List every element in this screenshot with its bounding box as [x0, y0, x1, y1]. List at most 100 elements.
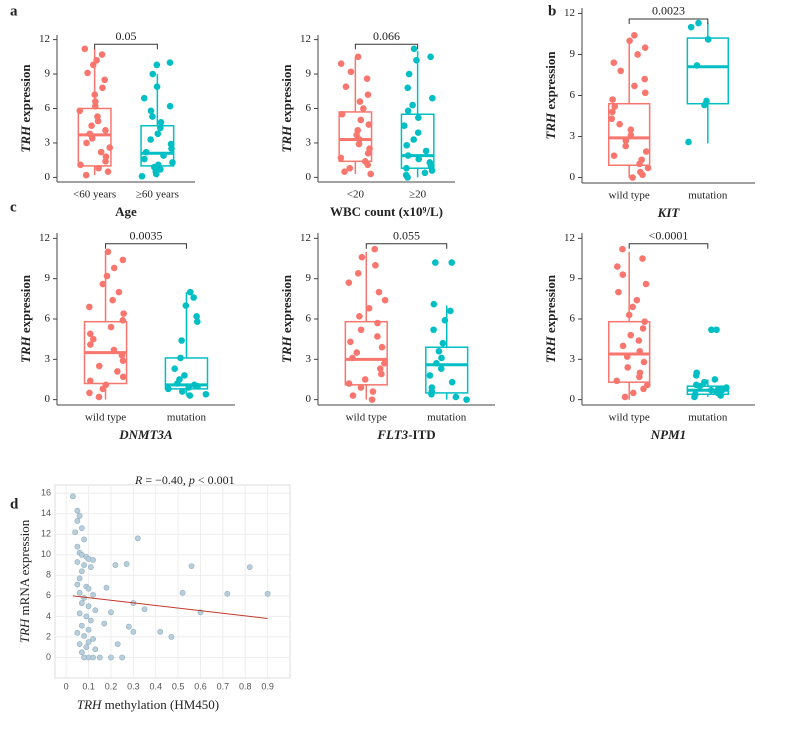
data-point — [378, 343, 386, 351]
x-tick-label: mutation — [167, 412, 207, 424]
data-point — [354, 270, 362, 277]
data-point — [365, 121, 373, 128]
data-point — [92, 607, 99, 614]
y-tick-label: 3 — [45, 353, 51, 365]
data-point — [708, 326, 715, 334]
data-point — [112, 562, 119, 568]
data-point — [439, 339, 447, 347]
data-point — [87, 617, 94, 624]
data-point — [627, 131, 635, 139]
p-value: 0.05 — [116, 29, 137, 43]
data-point — [713, 326, 720, 334]
data-point — [152, 170, 160, 178]
y-tick-label: 6 — [45, 102, 51, 114]
data-point — [99, 385, 107, 393]
data-point — [95, 362, 103, 370]
y-axis-label-part: expression — [543, 51, 558, 113]
data-point — [78, 622, 85, 629]
x-tick-label: 0.1 — [82, 681, 95, 691]
data-point — [194, 382, 201, 390]
data-point — [438, 354, 445, 362]
data-point — [631, 32, 638, 39]
data-point — [74, 629, 81, 636]
y-tick-label: 10 — [41, 549, 51, 559]
data-point — [634, 51, 641, 58]
data-point — [642, 280, 650, 288]
annotation-part: < 0.001 — [195, 473, 235, 487]
data-point — [165, 385, 172, 393]
data-point — [103, 584, 110, 591]
x-tick-label: ≥60 years — [136, 189, 179, 201]
data-point — [428, 390, 435, 398]
data-point — [627, 126, 635, 133]
data-point — [78, 600, 85, 606]
data-point — [627, 331, 635, 339]
data-point — [185, 384, 192, 391]
data-point — [108, 654, 114, 661]
data-point — [376, 365, 384, 373]
data-point — [156, 124, 164, 132]
y-tick-label: 9 — [306, 68, 312, 80]
data-point — [615, 288, 622, 296]
data-point — [403, 141, 411, 149]
data-point — [614, 263, 621, 270]
data-point — [141, 606, 148, 613]
data-point — [642, 148, 650, 155]
data-point — [154, 130, 162, 138]
data-point — [110, 264, 118, 272]
data-point — [356, 98, 364, 105]
y-tick-label: 12 — [564, 232, 575, 244]
data-point — [142, 148, 150, 156]
data-point — [378, 370, 385, 378]
data-point — [404, 107, 412, 115]
data-point — [633, 296, 641, 304]
data-point — [619, 271, 627, 278]
x-tick-label: 0 — [64, 681, 69, 691]
data-point — [626, 37, 633, 45]
y-tick-label: 0 — [306, 393, 312, 405]
data-point — [118, 351, 126, 359]
data-point — [375, 288, 383, 296]
x-axis-label-part: FLT3 — [376, 427, 408, 442]
data-point — [93, 56, 100, 64]
data-point — [87, 330, 94, 338]
data-point — [367, 170, 374, 178]
data-point — [114, 641, 121, 648]
data-point — [130, 628, 137, 635]
data-point — [337, 154, 345, 162]
data-point — [84, 69, 91, 77]
data-point — [400, 122, 408, 130]
data-point — [363, 75, 371, 82]
data-point — [90, 636, 96, 642]
data-point — [429, 94, 436, 102]
y-tick-label: 9 — [570, 48, 576, 60]
data-point — [629, 303, 636, 311]
data-point — [641, 75, 649, 83]
data-point — [188, 563, 195, 570]
y-tick-label: 9 — [45, 272, 51, 284]
data-point — [711, 376, 719, 383]
panel-label: d — [10, 496, 19, 512]
data-point — [381, 360, 388, 367]
data-point — [104, 168, 112, 175]
y-tick-label: 0 — [45, 171, 51, 183]
data-point — [76, 512, 83, 519]
x-axis-label: TRH methylation (HM450) — [77, 697, 219, 712]
data-point — [90, 557, 96, 563]
y-tick-label: 4 — [46, 611, 51, 621]
data-point — [102, 127, 109, 134]
data-point — [361, 376, 369, 383]
data-point — [160, 152, 167, 159]
y-axis-label: TRH expression — [18, 274, 33, 363]
y-axis-label-part: expression — [18, 64, 33, 126]
data-point — [82, 171, 90, 179]
data-point — [687, 23, 695, 31]
data-point — [138, 172, 146, 180]
data-point — [701, 378, 708, 386]
y-tick-label: 14 — [41, 508, 51, 518]
data-point — [166, 59, 174, 66]
data-point — [636, 160, 643, 168]
data-point — [381, 296, 389, 304]
y-axis-label-part: TRH — [279, 336, 294, 364]
data-point — [96, 654, 103, 661]
